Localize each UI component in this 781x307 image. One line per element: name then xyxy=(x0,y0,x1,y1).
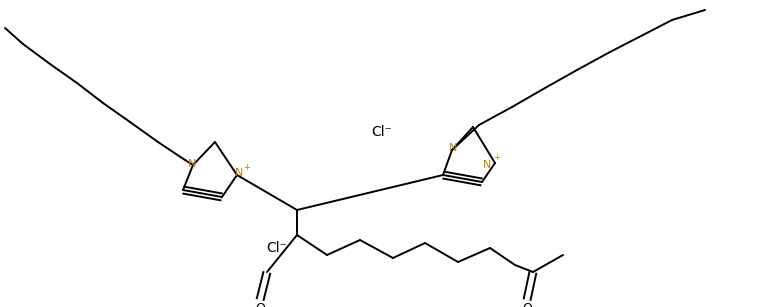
Text: O: O xyxy=(522,301,532,307)
Text: N: N xyxy=(235,168,243,178)
Text: N: N xyxy=(483,160,491,170)
Text: N: N xyxy=(187,159,196,169)
Text: +: + xyxy=(494,153,501,161)
Text: Cl⁻: Cl⁻ xyxy=(372,125,393,139)
Text: Cl⁻: Cl⁻ xyxy=(266,241,287,255)
Text: +: + xyxy=(244,162,251,172)
Text: N: N xyxy=(449,143,457,153)
Text: O: O xyxy=(255,301,265,307)
